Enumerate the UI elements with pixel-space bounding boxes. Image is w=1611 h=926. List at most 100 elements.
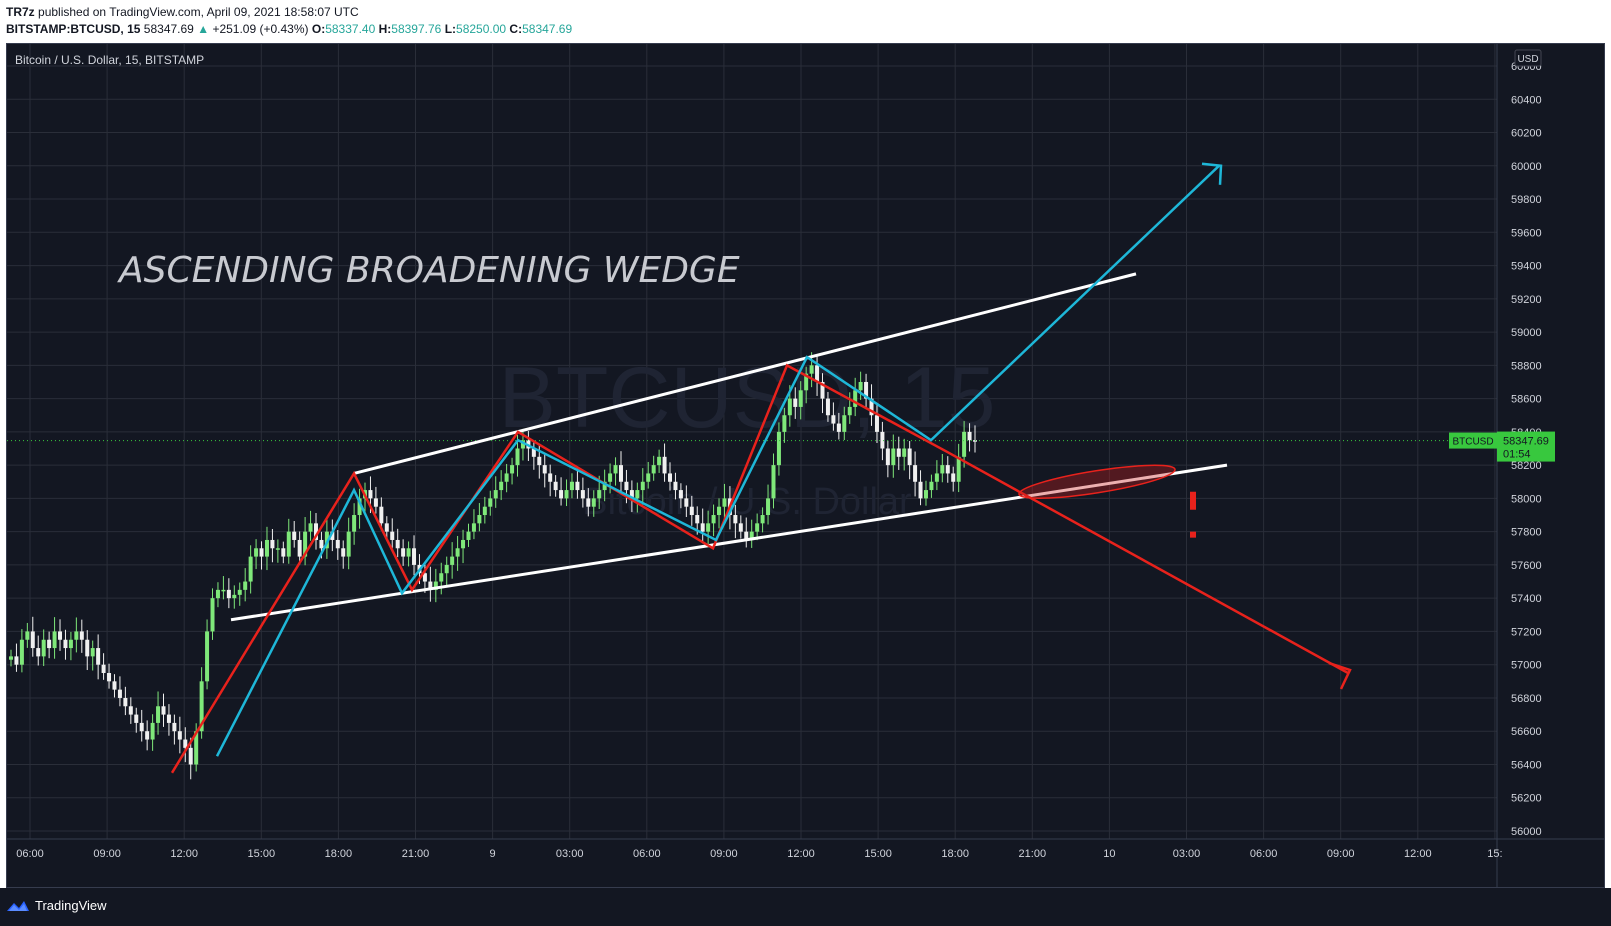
tradingview-logo-icon bbox=[7, 900, 29, 911]
candle-body bbox=[842, 415, 847, 432]
candle-body bbox=[117, 689, 122, 698]
candle-body bbox=[156, 706, 161, 723]
candle-body bbox=[373, 498, 378, 507]
candle-body bbox=[9, 656, 13, 660]
candle-body bbox=[956, 456, 961, 482]
candle-body bbox=[689, 506, 694, 516]
candle-body bbox=[264, 539, 269, 557]
candle-body bbox=[662, 456, 667, 474]
publisher-name[interactable]: TR7z bbox=[6, 5, 35, 19]
time-tick-label: 06:00 bbox=[16, 848, 44, 860]
price-tick-label: 58200 bbox=[1511, 460, 1542, 472]
candle-body bbox=[68, 639, 73, 649]
candle-body bbox=[918, 481, 923, 499]
price-tick-label: 56200 bbox=[1511, 793, 1542, 805]
candle-body bbox=[346, 531, 351, 557]
candle-body bbox=[586, 498, 591, 507]
candle-body bbox=[651, 465, 656, 474]
candle-body bbox=[303, 531, 308, 557]
candle-body bbox=[684, 498, 689, 507]
wedge-lower-line bbox=[230, 463, 1228, 622]
candle-body bbox=[553, 481, 558, 491]
currency-label: USD bbox=[1517, 54, 1538, 65]
candle-body bbox=[52, 631, 57, 649]
candle-body bbox=[853, 390, 858, 407]
candle-body bbox=[172, 722, 177, 732]
candle-body bbox=[896, 448, 901, 457]
candle-body bbox=[711, 515, 716, 524]
candle-body bbox=[85, 639, 90, 657]
breakout-ellipse bbox=[1018, 464, 1176, 499]
time-tick-label: 9 bbox=[490, 848, 496, 860]
candle-body bbox=[254, 548, 259, 557]
pattern-annotation: ASCENDING BROADENING WEDGE bbox=[117, 250, 740, 291]
candle-body bbox=[678, 490, 683, 499]
change-value: +251.09 (+0.43%) bbox=[212, 22, 309, 36]
price-tick-label: 56400 bbox=[1511, 759, 1542, 771]
low-label: L: bbox=[444, 22, 457, 36]
candle-body bbox=[804, 373, 809, 391]
candle-body bbox=[139, 722, 144, 732]
price-tick-label: 59200 bbox=[1511, 294, 1542, 306]
candle-body bbox=[537, 456, 542, 466]
candle-body bbox=[466, 531, 471, 540]
candle-body bbox=[406, 548, 411, 557]
candle-body bbox=[455, 548, 460, 557]
candle-body bbox=[738, 523, 743, 532]
candle-body bbox=[722, 498, 727, 507]
candle-body bbox=[531, 448, 536, 457]
candle-body bbox=[248, 556, 253, 582]
candle-body bbox=[733, 515, 738, 524]
time-tick-label: 10 bbox=[1103, 848, 1115, 860]
blue-zigzag-path bbox=[215, 164, 1220, 757]
time-tick-label: 12:00 bbox=[1404, 848, 1432, 860]
chart-panel[interactable]: BTCUSD, 15 Bitcoin / U.S. Dollar 56000 5620… bbox=[6, 43, 1605, 888]
candle-body bbox=[74, 631, 79, 640]
candle-body bbox=[205, 631, 210, 682]
candle-body bbox=[635, 490, 640, 499]
candle-body bbox=[945, 465, 950, 474]
current-price-value: 58347.69 bbox=[1503, 436, 1549, 448]
price-tick-label: 57600 bbox=[1511, 560, 1542, 572]
close-label: C: bbox=[509, 22, 523, 36]
candle-body bbox=[717, 506, 722, 516]
time-tick-label: 09:00 bbox=[710, 848, 738, 860]
candle-body bbox=[41, 639, 46, 657]
candle-body bbox=[63, 639, 68, 649]
candle-body bbox=[493, 490, 498, 499]
candle-body bbox=[782, 415, 787, 432]
price-tick-label: 57000 bbox=[1511, 660, 1542, 672]
candle-body bbox=[237, 589, 242, 595]
low-value: 58250.00 bbox=[456, 22, 507, 36]
candle-body bbox=[858, 381, 863, 391]
candle-body bbox=[107, 673, 112, 682]
currency-badge bbox=[1514, 49, 1542, 67]
tradingview-logo[interactable]: TradingView bbox=[6, 898, 107, 913]
candle-body bbox=[319, 539, 324, 549]
ohlc-line: BITSTAMP:BTCUSD, 15 58347.69 ▲ +251.09 (… bbox=[6, 22, 572, 36]
candle-body bbox=[150, 722, 155, 740]
candle-body bbox=[281, 548, 286, 557]
candle-body bbox=[602, 481, 607, 491]
candle-body bbox=[559, 490, 564, 499]
candle-body bbox=[243, 581, 248, 590]
candle-body bbox=[297, 539, 302, 557]
candle-body bbox=[575, 481, 580, 491]
current-price-tag bbox=[1497, 431, 1555, 462]
candle-body bbox=[668, 473, 673, 482]
symbol-price-tag-label: BTCUSD bbox=[1452, 437, 1493, 448]
candle-body bbox=[232, 594, 237, 599]
candle-body bbox=[629, 490, 634, 499]
candle-body bbox=[597, 490, 602, 499]
price-tick-label: 59000 bbox=[1511, 327, 1542, 339]
candle-body bbox=[183, 739, 188, 748]
price-tick-label: 56000 bbox=[1511, 826, 1542, 838]
chart-title: Bitcoin / U.S. Dollar, 15, BITSTAMP bbox=[15, 53, 204, 67]
candle-body bbox=[793, 398, 798, 407]
candle-body bbox=[831, 415, 836, 424]
candle-body bbox=[613, 465, 618, 474]
time-tick-label: 06:00 bbox=[633, 848, 661, 860]
candle-body bbox=[504, 473, 509, 482]
price-tick-label: 60400 bbox=[1511, 94, 1542, 106]
